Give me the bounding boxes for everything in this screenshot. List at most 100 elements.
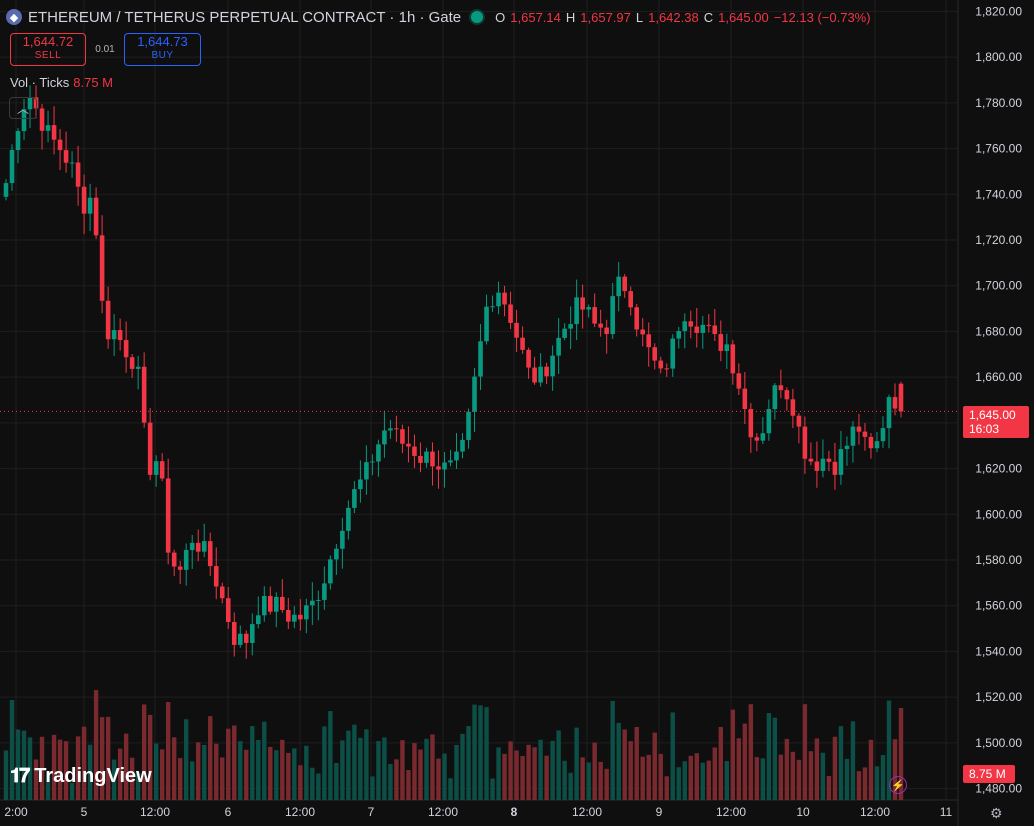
volume-bar <box>556 730 561 800</box>
ohlc-value: 1,642.38 <box>648 9 699 25</box>
volume-bar <box>33 759 39 800</box>
candle-body <box>706 324 712 326</box>
candle-body <box>532 367 537 383</box>
volume-bar <box>496 747 501 800</box>
ohlc-values: O 1,657.14 H 1,657.97 L 1,642.38 C 1,645.00 −12.… <box>495 10 870 25</box>
candle-body <box>51 125 57 140</box>
candle-body <box>213 566 219 587</box>
volume-bar <box>184 719 189 800</box>
volume-bar <box>274 750 279 800</box>
volume-bar <box>220 757 225 800</box>
candle-body <box>195 542 201 552</box>
candle-body <box>484 306 489 342</box>
volume-bar <box>772 717 778 800</box>
x-tick-label: 12:00 <box>572 805 602 819</box>
volume-bar <box>634 727 639 800</box>
volume-bar <box>766 712 772 800</box>
candle-body <box>225 598 231 623</box>
volume-bar <box>358 737 363 800</box>
chart-header: ◆ ETHEREUM / TETHERUS PERPETUAL CONTRACT… <box>6 6 871 28</box>
volume-bar <box>814 738 820 800</box>
sell-label: SELL <box>34 50 62 61</box>
volume-bar <box>820 752 826 800</box>
current-price-label: 1,645.00 16:03 <box>963 406 1029 438</box>
volume-bar <box>706 760 711 800</box>
candle-body <box>129 357 135 369</box>
volume-bar <box>226 728 231 800</box>
volume-bar <box>39 736 45 800</box>
gear-icon[interactable]: ⚙ <box>990 805 1003 821</box>
candle-body <box>261 595 267 616</box>
volume-bar <box>526 744 531 800</box>
buy-button[interactable]: 1,644.73 BUY <box>124 33 201 66</box>
market-status-icon[interactable] <box>471 11 484 23</box>
volume-bar <box>580 757 585 800</box>
volume-bar <box>448 778 453 800</box>
volume-bar <box>520 755 525 800</box>
ohlc-key: O <box>495 9 506 25</box>
candle-body <box>81 186 87 214</box>
volume-bar <box>334 762 339 800</box>
ohlc-value: 1,657.14 <box>510 9 561 25</box>
y-tick-label: 1,820.00 <box>975 4 1022 18</box>
volume-bar <box>724 761 730 800</box>
volume-bar <box>322 726 327 800</box>
candle-body <box>784 390 790 400</box>
tradingview-logo[interactable]: 𝟏𝟕 TradingView <box>10 765 152 788</box>
volume-bar <box>298 765 303 800</box>
volume-bar <box>21 730 27 800</box>
volume-bar <box>418 749 423 800</box>
candle-body <box>850 426 856 446</box>
candle-body <box>255 615 261 625</box>
candle-body <box>352 489 357 508</box>
y-tick-label: 1,760.00 <box>975 142 1022 156</box>
collapse-legend-button[interactable]: ︿ <box>9 97 37 119</box>
volume-bar <box>208 716 213 800</box>
sell-button[interactable]: 1,644.72 SELL <box>10 33 86 66</box>
y-tick-label: 1,740.00 <box>975 187 1022 201</box>
bar-countdown: 16:03 <box>969 422 1000 436</box>
volume-bar <box>250 726 255 800</box>
volume-legend[interactable]: Vol · Ticks 8.75 M <box>10 75 113 90</box>
volume-bar <box>99 717 105 800</box>
candle-body <box>508 304 513 323</box>
volume-bar <box>802 704 808 800</box>
volume-bar <box>123 733 129 800</box>
y-tick-label: 1,800.00 <box>975 50 1022 64</box>
candle-body <box>280 596 285 610</box>
volume-bar <box>640 756 645 800</box>
candle-body <box>628 291 633 308</box>
volume-bar <box>394 759 399 800</box>
y-tick-label: 1,500.00 <box>975 736 1022 750</box>
volume-bar <box>153 743 159 800</box>
volume-bar <box>682 761 687 800</box>
volume-label: Vol · Ticks <box>10 75 70 90</box>
candle-body <box>502 292 507 305</box>
volume-bar <box>388 763 393 800</box>
volume-bar <box>478 705 483 800</box>
volume-value: 8.75 M <box>73 75 113 90</box>
candle-body <box>424 451 429 463</box>
volume-bar <box>262 721 267 800</box>
volume-bar <box>574 727 579 800</box>
volume-bar <box>790 751 796 800</box>
volume-bar <box>190 761 195 800</box>
volume-bar <box>51 734 57 800</box>
volume-bar <box>778 754 784 800</box>
volume-bar <box>742 723 748 800</box>
volume-bar <box>646 754 651 800</box>
candle-body <box>21 109 27 132</box>
symbol-title[interactable]: ETHEREUM / TETHERUS PERPETUAL CONTRACT ·… <box>28 8 462 26</box>
candle-body <box>135 366 141 369</box>
volume-bar <box>538 739 543 800</box>
candle-body <box>646 334 652 348</box>
y-tick-label: 1,480.00 <box>975 782 1022 796</box>
y-tick-label: 1,720.00 <box>975 233 1022 247</box>
x-tick-label: 6 <box>225 805 232 819</box>
candle-body <box>826 458 832 462</box>
lightning-icon[interactable]: ⚡ <box>889 776 907 794</box>
y-tick-label: 1,540.00 <box>975 644 1022 658</box>
candle-body <box>322 583 327 600</box>
x-tick-label: 8 <box>511 805 518 819</box>
